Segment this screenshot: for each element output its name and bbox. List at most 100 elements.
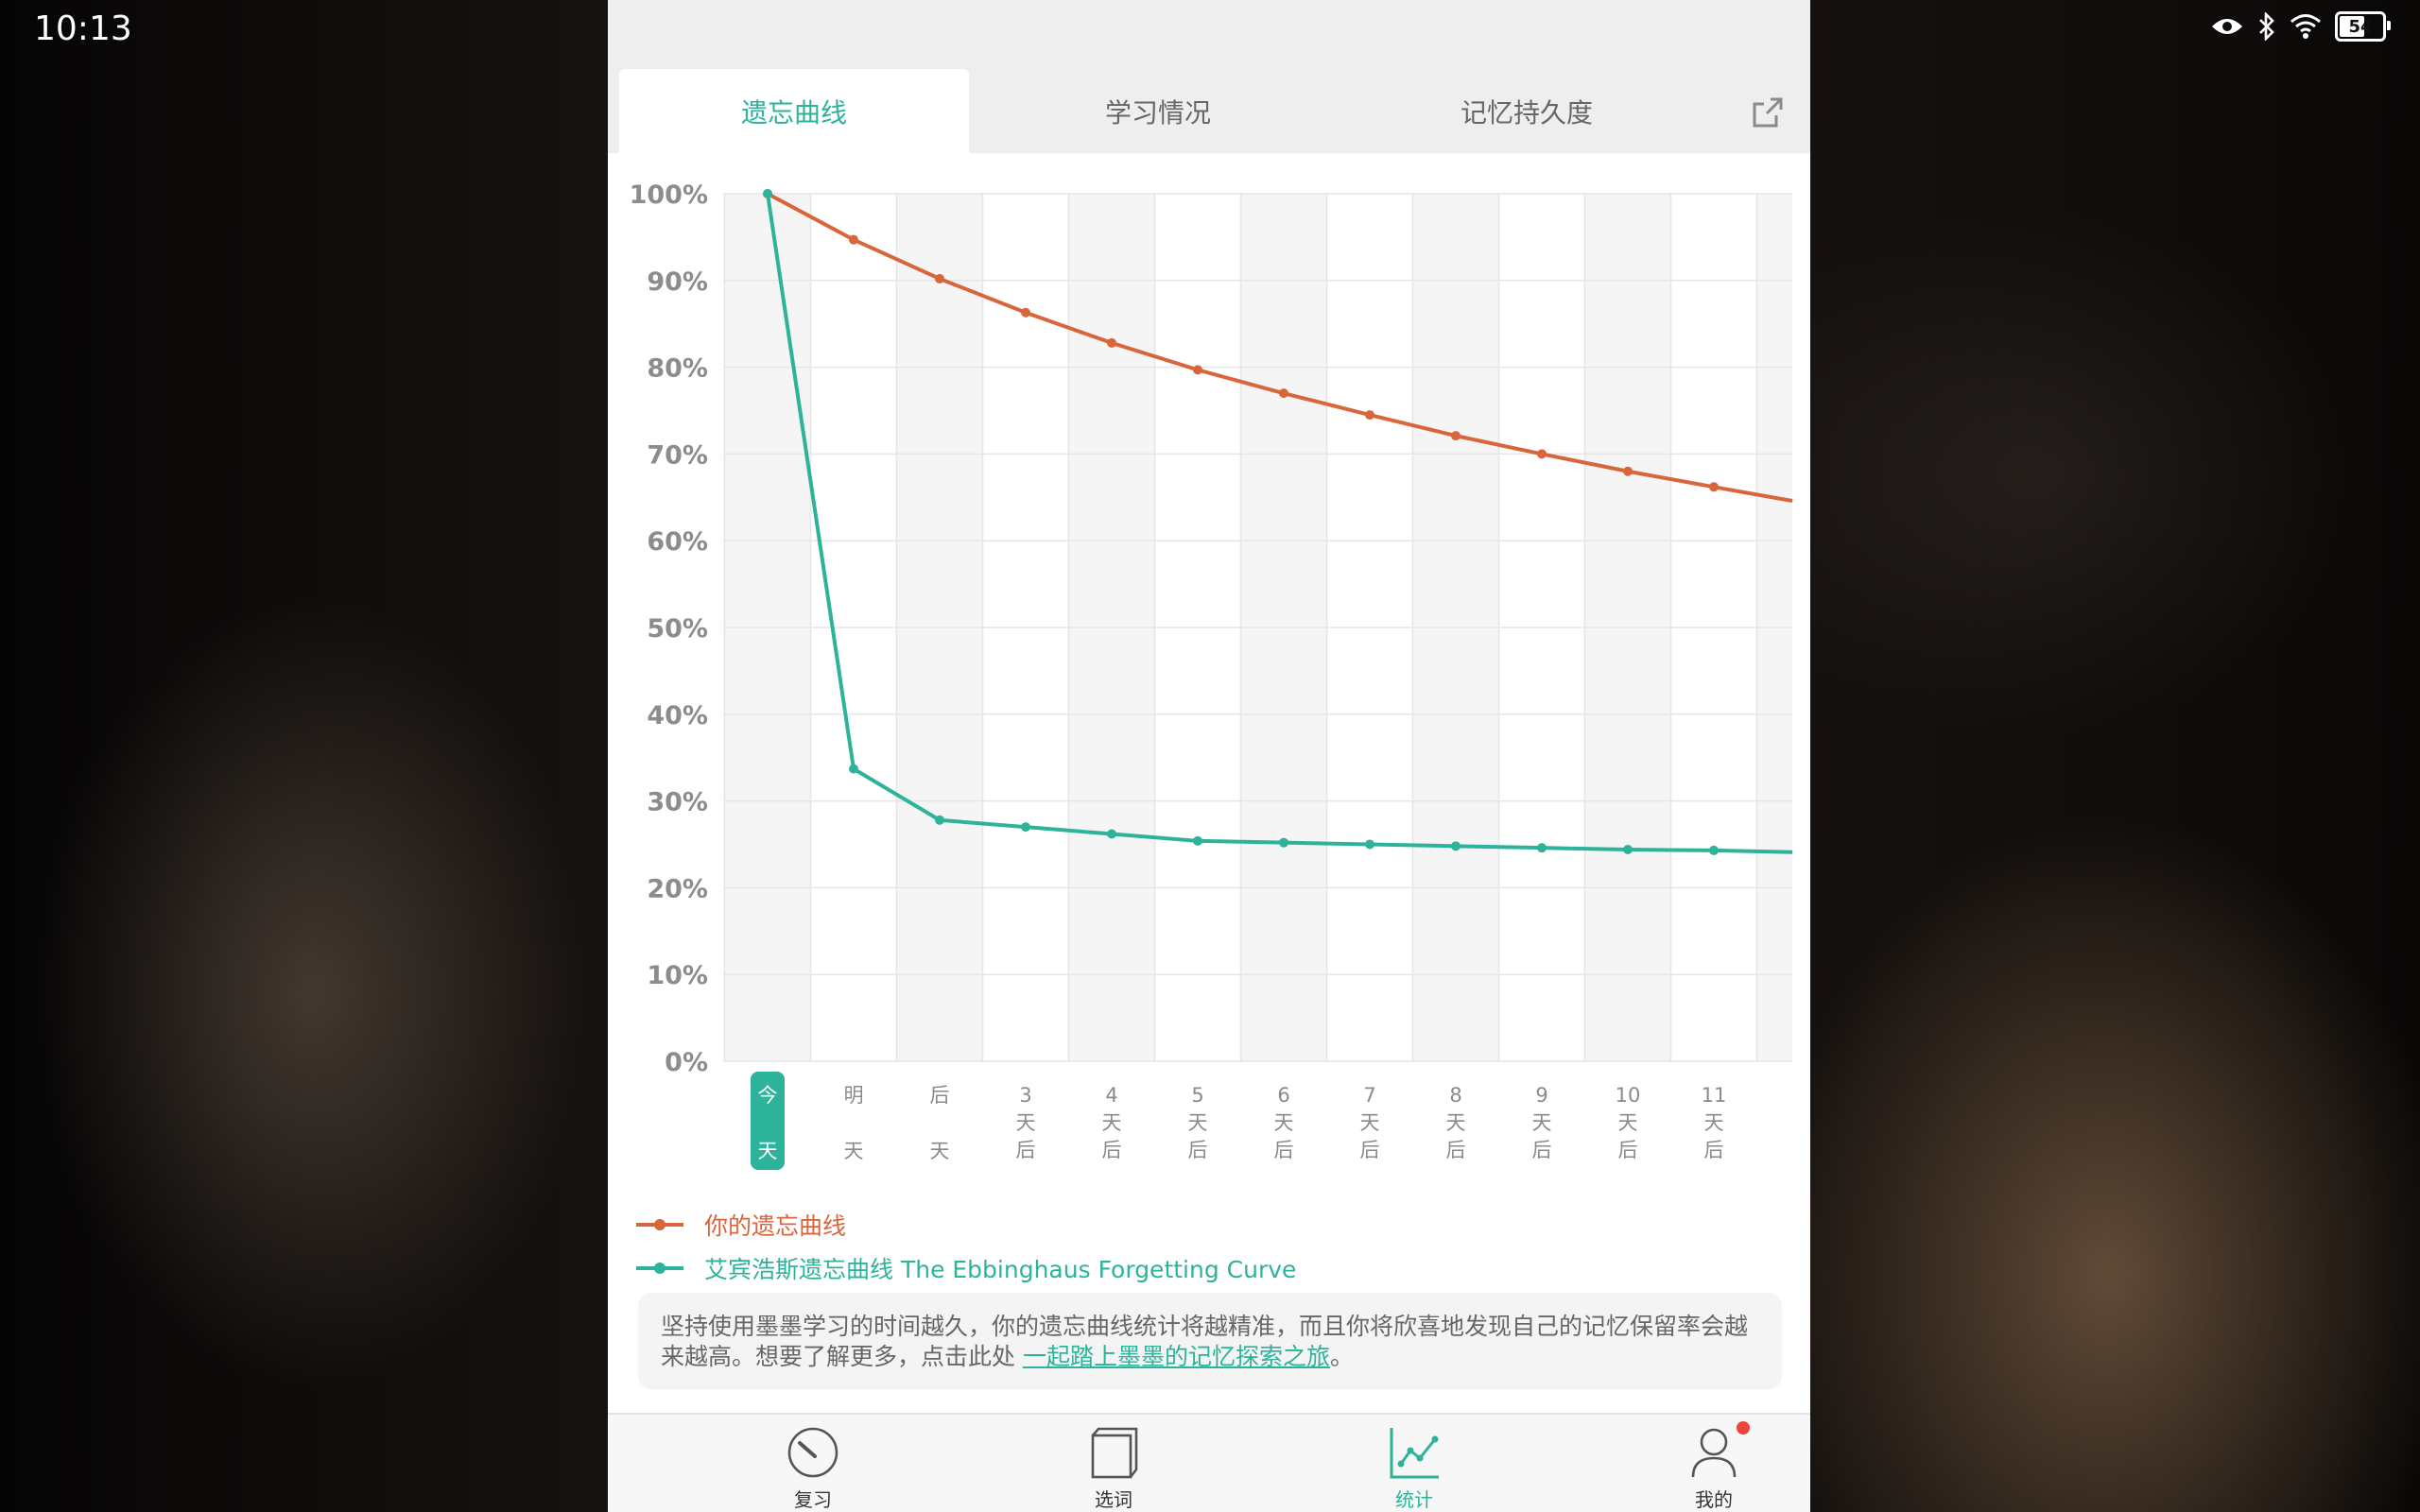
data-point xyxy=(1279,388,1288,399)
y-tick-label: 40% xyxy=(647,701,708,730)
data-point xyxy=(1537,449,1547,459)
data-point xyxy=(1107,337,1116,348)
y-tick-label: 0% xyxy=(665,1048,708,1077)
y-tick-label: 20% xyxy=(647,874,708,903)
legend-label: 你的遗忘曲线 xyxy=(704,1212,847,1240)
x-tick-label: 明 xyxy=(844,1084,864,1107)
bluetooth-icon xyxy=(2259,12,2274,41)
x-tick-label: 后 xyxy=(930,1084,950,1107)
nav-statistics[interactable]: 统计 xyxy=(1357,1415,1471,1512)
x-tick-label: 8 xyxy=(1449,1084,1461,1107)
x-tick-label: 天 xyxy=(1360,1111,1380,1134)
nav-label: 选词 xyxy=(1095,1488,1132,1511)
tab-label: 记忆持久度 xyxy=(1460,96,1593,129)
profile-icon xyxy=(1691,1428,1737,1478)
x-tick-label: 7 xyxy=(1363,1084,1375,1107)
nav-review[interactable]: 复习 xyxy=(756,1415,870,1512)
y-tick-label: 50% xyxy=(647,614,708,644)
x-tick-label: 天 xyxy=(1704,1111,1724,1134)
tab-memory-durability[interactable]: 记忆持久度 xyxy=(1357,69,1697,153)
y-tick-label: 60% xyxy=(647,527,708,557)
data-point xyxy=(1193,365,1202,375)
x-tick-label: 天 xyxy=(1274,1111,1294,1134)
tab-label: 遗忘曲线 xyxy=(740,96,847,129)
data-point xyxy=(849,764,858,774)
data-point xyxy=(1365,839,1374,850)
bottom-nav: 复习 选词 统计 我的 xyxy=(608,1413,1810,1512)
app-window: 遗忘曲线 学习情况 记忆持久度 100% 90% 80% 70% 60% 50% 40% 30… xyxy=(608,0,1810,1512)
x-tick-label: 今 xyxy=(758,1084,778,1107)
data-point xyxy=(935,273,944,284)
x-tick-label: 天 xyxy=(1016,1111,1036,1134)
data-point xyxy=(1623,845,1633,855)
x-tick-label: 后 xyxy=(1188,1139,1208,1161)
tab-bar: 遗忘曲线 学习情况 记忆持久度 xyxy=(608,0,1810,153)
x-tick-label: 后 xyxy=(1618,1139,1638,1161)
legend-label: 艾宾浩斯遗忘曲线 The Ebbinghaus Forgetting Curve xyxy=(704,1256,1297,1283)
data-point xyxy=(1451,431,1461,441)
legend-line-icon xyxy=(636,1263,683,1274)
nav-label: 统计 xyxy=(1395,1488,1433,1511)
y-tick-label: 30% xyxy=(647,788,708,817)
data-point xyxy=(849,234,858,245)
chart-icon xyxy=(1390,1428,1439,1479)
wifi-icon xyxy=(2290,14,2321,39)
x-tick-label: 后 xyxy=(1704,1139,1724,1161)
share-icon[interactable] xyxy=(1750,94,1786,130)
battery-icon: 54 xyxy=(2335,11,2391,42)
nav-label: 我的 xyxy=(1695,1488,1733,1511)
data-point xyxy=(1107,829,1116,839)
x-tick-label: 后 xyxy=(1360,1139,1380,1161)
x-tick-label: 天 xyxy=(1188,1111,1208,1134)
data-point xyxy=(763,189,772,198)
x-tick-label: 后 xyxy=(1532,1139,1552,1161)
y-tick-label: 100% xyxy=(630,180,708,210)
data-point xyxy=(1279,837,1288,848)
x-tick-label: 5 xyxy=(1191,1084,1203,1107)
x-tick-label: 3 xyxy=(1019,1084,1031,1107)
x-tick-label: 天 xyxy=(1446,1111,1466,1134)
data-point xyxy=(935,815,944,825)
notification-badge xyxy=(1737,1421,1750,1435)
forgetting-curve-chart: 100%90%80%70%60%50%40%30%20%10%0% 今天明天后天… xyxy=(630,180,1793,1170)
x-tick-label: 6 xyxy=(1277,1084,1289,1107)
y-tick-label: 10% xyxy=(647,961,708,990)
x-tick-label: 天 xyxy=(844,1140,864,1162)
y-tick-label: 80% xyxy=(647,354,708,384)
tab-learning-status[interactable]: 学习情况 xyxy=(988,69,1328,153)
data-point xyxy=(1709,845,1719,855)
data-point xyxy=(1537,843,1547,853)
y-tick-label: 70% xyxy=(647,440,708,470)
x-tick-label: 天 xyxy=(1618,1111,1638,1134)
nav-profile[interactable]: 我的 xyxy=(1657,1415,1771,1512)
book-icon xyxy=(1091,1427,1138,1479)
x-tick-label: 后 xyxy=(1446,1139,1466,1161)
data-point xyxy=(1623,466,1633,476)
x-tick-label: 天 xyxy=(1102,1111,1122,1134)
x-tick-label: 天 xyxy=(930,1140,950,1162)
review-dial-icon xyxy=(787,1427,838,1478)
legend-line-icon xyxy=(636,1219,683,1230)
legend-user-curve: 你的遗忘曲线 xyxy=(636,1208,846,1242)
data-point xyxy=(1365,410,1374,421)
data-point xyxy=(1021,307,1030,318)
eye-icon xyxy=(2212,19,2242,34)
note-text: 坚持使用墨墨学习的时间越久，你的遗忘曲线统计将越精准，而且你将欣喜地发现自己的记… xyxy=(661,1313,1749,1370)
x-tick-label: 后 xyxy=(1102,1139,1122,1161)
x-tick-label: 天 xyxy=(1532,1111,1552,1134)
memory-journey-link[interactable]: 一起踏上墨墨的记忆探索之旅 xyxy=(1022,1343,1330,1370)
nav-select-words[interactable]: 选词 xyxy=(1057,1415,1170,1512)
legend-ebbinghaus-curve: 艾宾浩斯遗忘曲线 The Ebbinghaus Forgetting Curve xyxy=(636,1251,1296,1285)
status-icons: 54 xyxy=(2210,11,2391,42)
y-tick-label: 90% xyxy=(647,267,708,297)
x-tick-label: 天 xyxy=(758,1140,778,1162)
nav-label: 复习 xyxy=(794,1488,832,1511)
note-tail: 。 xyxy=(1329,1343,1354,1370)
data-point xyxy=(1709,482,1719,492)
x-tick-label: 4 xyxy=(1105,1084,1117,1107)
data-point xyxy=(1193,835,1202,846)
tab-forgetting-curve[interactable]: 遗忘曲线 xyxy=(619,69,969,153)
x-tick-label: 10 xyxy=(1616,1084,1641,1107)
info-note: 坚持使用墨墨学习的时间越久，你的遗忘曲线统计将越精准，而且你将欣喜地发现自己的记… xyxy=(638,1293,1782,1389)
data-point xyxy=(1021,822,1030,833)
